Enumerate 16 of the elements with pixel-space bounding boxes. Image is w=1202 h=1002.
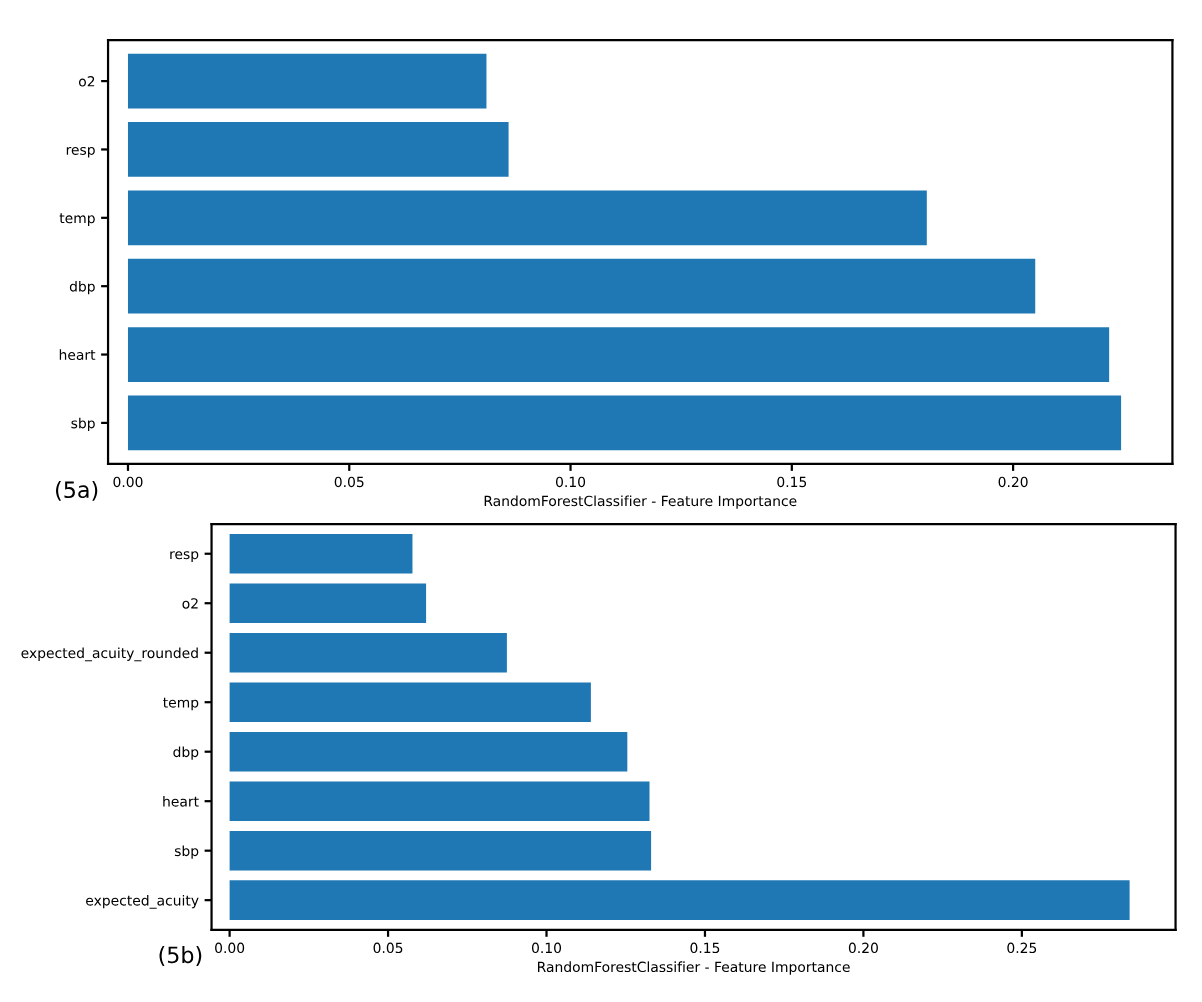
bar: [127, 327, 1110, 382]
bar: [127, 190, 927, 246]
bar: [229, 731, 628, 772]
text: (5b): [159, 946, 202, 966]
bar: [229, 781, 650, 821]
bar: [229, 830, 652, 871]
bar: [127, 395, 1122, 451]
bar: [127, 122, 509, 177]
bar: [229, 632, 507, 673]
text: (5a): [56, 480, 98, 501]
bar: [229, 682, 591, 722]
bar: [229, 533, 413, 574]
bar: [127, 53, 487, 109]
bar: [229, 880, 1130, 920]
bar: [127, 258, 1036, 314]
bar: [229, 583, 427, 624]
